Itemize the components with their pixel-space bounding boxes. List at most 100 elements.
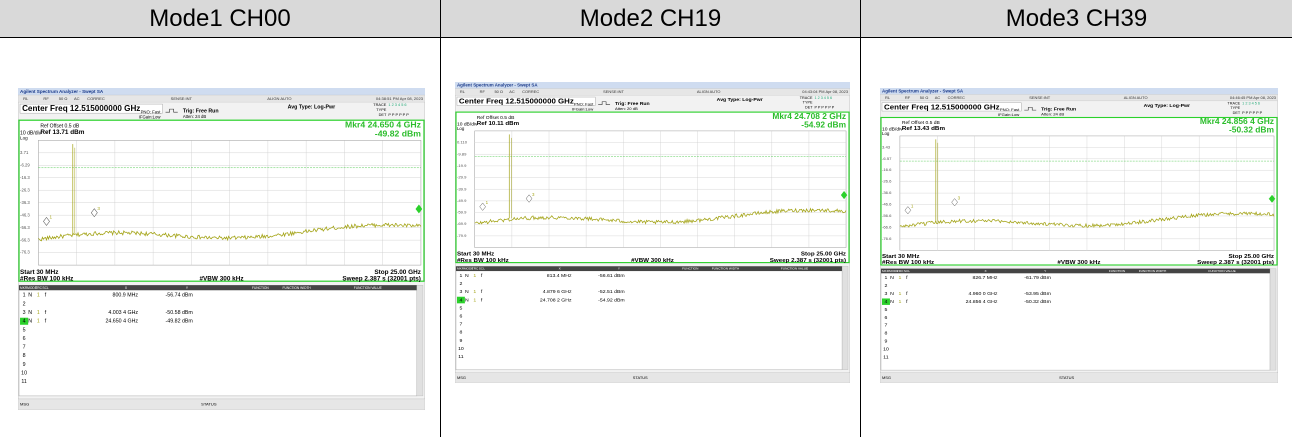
- marker-flag: 1: [486, 200, 489, 205]
- table-cell: -56.61 dBm: [598, 273, 624, 279]
- status-item: ALIGN AUTO: [267, 96, 291, 101]
- table-cell: 9: [885, 339, 888, 345]
- table-cell: 5: [885, 307, 888, 313]
- y-label: -46.6: [882, 202, 892, 207]
- y-label: -29.9: [457, 175, 467, 180]
- det-values: P P P P P P: [814, 105, 834, 109]
- avg-type: Avg Type: Log-Pwr: [288, 105, 336, 111]
- analyzer-screenshot: Agilent Spectrum Analyzer - Swept SA RL RF…: [18, 88, 425, 410]
- y-label: -9.89: [457, 151, 467, 156]
- res-bw: #Res BW 100 kHz: [20, 275, 73, 282]
- status-item: 50 Ω: [59, 96, 68, 101]
- y-label: -56.6: [882, 213, 892, 218]
- status-item: SENSE:INT: [603, 90, 624, 94]
- table-cell: 826.7 MHz: [972, 275, 997, 281]
- table-header: Y: [1044, 269, 1046, 273]
- y-label: -46.3: [20, 212, 30, 217]
- trig-icon: [1024, 107, 1037, 111]
- atten: Atten: 24 dB: [1041, 111, 1064, 116]
- type-label: TYPE: [376, 108, 387, 112]
- marker-table: [455, 266, 843, 371]
- table-cell: -49.82 dBm: [166, 319, 194, 325]
- log-label: Log: [20, 136, 28, 141]
- table-cell: 7: [23, 345, 26, 351]
- cell-border: [860, 0, 861, 437]
- vbw: #VBW 300 kHz: [1057, 260, 1100, 266]
- y-label: 3.43: [882, 145, 891, 150]
- table-cell: 6: [23, 336, 26, 342]
- table-cell: 813.4 MHz: [547, 273, 572, 279]
- res-bw: #Res BW 100 kHz: [882, 260, 934, 266]
- cell-border: [440, 0, 441, 437]
- center-freq-box: [456, 96, 596, 106]
- scale: 10 dB/div: [20, 131, 42, 137]
- table-header: SCL: [479, 267, 485, 271]
- ifgain: IFGain:Low: [572, 106, 593, 111]
- y-label: -66.6: [882, 225, 892, 230]
- center-freq-box: [881, 102, 1022, 112]
- table-cell: f: [481, 273, 483, 279]
- marker-diamond: [951, 198, 958, 207]
- table-header: FUNCTION VALUE: [781, 267, 808, 271]
- ref-level: Ref 13.43 dBm: [902, 126, 945, 132]
- title-bar: [880, 88, 1278, 95]
- ref-offset: Ref Offset 0.5 dB: [40, 124, 79, 130]
- status-bar: [455, 372, 850, 383]
- scale: 10 dB/div: [882, 127, 903, 133]
- table-header: X: [559, 267, 561, 271]
- table-cell: 9: [23, 362, 26, 368]
- status-label: STATUS: [201, 402, 217, 407]
- marker-readout: -49.82 dBm: [375, 129, 421, 139]
- marker-readout: Mkr4 24.708 2 GHz: [772, 112, 846, 121]
- atten: Atten: 24 dB: [183, 114, 207, 119]
- table-cell: -54.92 dBm: [598, 297, 624, 303]
- table-header: MKR: [20, 286, 28, 290]
- table-header: TRC: [472, 267, 479, 271]
- table-cell: f: [45, 319, 47, 325]
- table-cell: f: [906, 275, 908, 281]
- table-header: Y: [618, 267, 620, 271]
- table-header: TRC: [35, 286, 42, 290]
- marker-table-header: [455, 266, 843, 272]
- trace-label: TRACE: [1227, 102, 1240, 106]
- table-header: MODE: [889, 269, 898, 273]
- status-row: [455, 88, 850, 96]
- table-cell: 4.879 6 GHz: [543, 289, 572, 295]
- trig-icon: [165, 108, 178, 113]
- y-label: -16.6: [882, 167, 892, 172]
- table-cell: 1: [898, 291, 901, 297]
- table-cell: 24.708 2 GHz: [540, 297, 572, 303]
- table-cell: 1: [460, 273, 463, 279]
- stop-freq: Stop 25.00 GHz: [801, 252, 846, 258]
- marker-table-header: [19, 285, 417, 291]
- table-header: MODE: [464, 267, 473, 271]
- marker-diamond: [415, 204, 423, 214]
- table-cell: f: [906, 291, 908, 297]
- status-row: [18, 94, 425, 103]
- table-header: X: [984, 269, 986, 273]
- marker-table: [18, 285, 418, 397]
- status-item: ALIGN AUTO: [697, 90, 721, 94]
- y-label: -26.6: [882, 179, 892, 184]
- marker-diamond: [43, 216, 50, 226]
- marker-readout: -50.32 dBm: [1229, 126, 1274, 135]
- marker-table-header: [880, 268, 1271, 274]
- ref-level: Ref 13.71 dBm: [40, 129, 84, 136]
- table-cell: -50.58 dBm: [166, 310, 194, 316]
- y-label: -69.9: [457, 221, 467, 226]
- status-item: AC: [74, 96, 80, 101]
- table-cell: 8: [460, 330, 463, 336]
- table-cell: 1: [898, 275, 901, 281]
- table-cell: 7: [460, 322, 463, 328]
- app-title: Agilent Spectrum Analyzer - Swept SA: [20, 89, 104, 94]
- status-item: RL: [23, 96, 29, 101]
- status-item: CORREC: [87, 96, 105, 101]
- column-header: Mode3 CH39: [861, 0, 1292, 38]
- center-freq-box: [19, 103, 163, 114]
- table-header: X: [125, 286, 128, 290]
- center-freq: Center Freq 12.515000000 GHz: [459, 97, 574, 106]
- table-header: FUNCTION WIDTH: [712, 267, 739, 271]
- scrollbar: [841, 266, 849, 370]
- y-label: 3.71: [20, 150, 29, 155]
- status-label: STATUS: [1059, 376, 1075, 380]
